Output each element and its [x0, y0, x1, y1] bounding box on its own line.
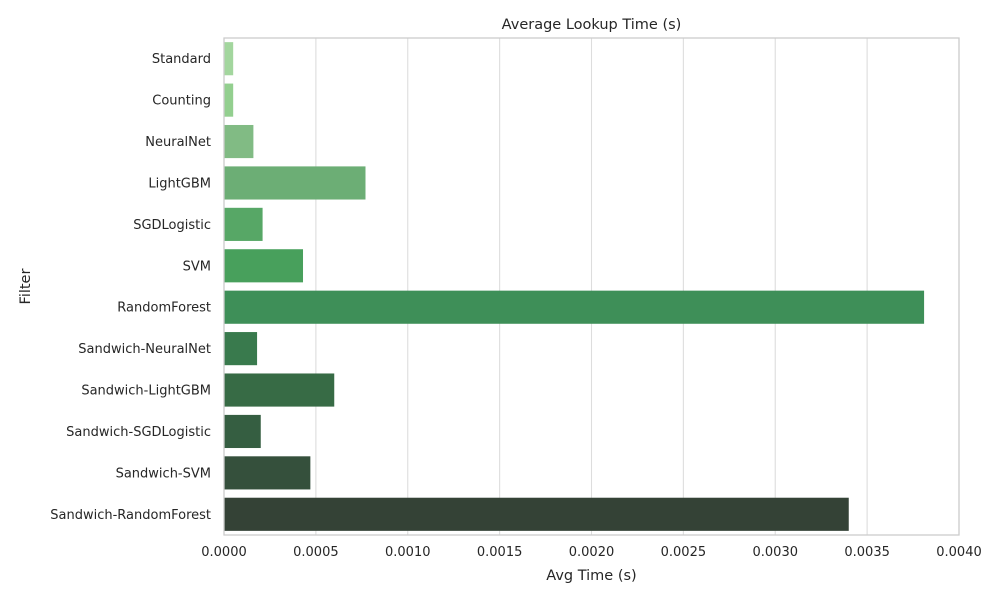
bar: [224, 414, 261, 449]
y-tick-label: LightGBM: [148, 176, 211, 191]
y-axis-title: Filter: [18, 269, 34, 305]
bar: [224, 456, 311, 490]
chart-title: Average Lookup Time (s): [502, 17, 682, 33]
bar: [224, 332, 258, 366]
bars: [224, 42, 925, 531]
plot-frame: [223, 37, 960, 536]
x-tick-label: 0.0020: [569, 545, 615, 560]
y-tick-labels: Standard Counting NeuralNet LightGBM SGDLogi…: [50, 52, 211, 523]
bar: [224, 373, 335, 407]
y-tick-label: SGDLogistic: [133, 218, 211, 233]
bar: [224, 83, 234, 117]
grid-lines: [223, 38, 960, 535]
bar: [224, 166, 366, 200]
y-tick-label: NeuralNet: [145, 135, 211, 150]
x-tick-label: 0.0005: [293, 545, 339, 560]
y-tick-label: SVM: [183, 259, 211, 274]
bar: [224, 290, 925, 324]
bar: [224, 497, 849, 531]
x-tick-label: 0.0010: [385, 545, 431, 560]
x-tick-label: 0.0030: [753, 545, 799, 560]
bar: [224, 124, 254, 159]
y-tick-label: Sandwich-RandomForest: [50, 508, 211, 523]
y-tick-label: Counting: [152, 94, 211, 109]
y-tick-label: Sandwich-SVM: [116, 466, 211, 481]
y-tick-label: Sandwich-SGDLogistic: [66, 425, 211, 440]
x-axis-title: Avg Time (s): [546, 568, 636, 584]
y-tick-label: Standard: [152, 52, 211, 67]
x-tick-label: 0.0025: [661, 545, 707, 560]
y-tick-label: RandomForest: [117, 301, 211, 316]
bar: [224, 42, 234, 76]
y-tick-label: Sandwich-NeuralNet: [78, 342, 211, 357]
x-tick-label: 0.0000: [201, 545, 247, 560]
y-tick-label: Sandwich-LightGBM: [81, 384, 211, 399]
x-tick-label: 0.0035: [844, 545, 890, 560]
x-tick-label: 0.0040: [936, 545, 982, 560]
bar: [224, 249, 304, 283]
bar: [224, 207, 263, 241]
x-tick-labels: 0.0000 0.0005 0.0010 0.0015 0.0020 0.0025 0.00…: [201, 545, 982, 560]
x-tick-label: 0.0015: [477, 545, 523, 560]
